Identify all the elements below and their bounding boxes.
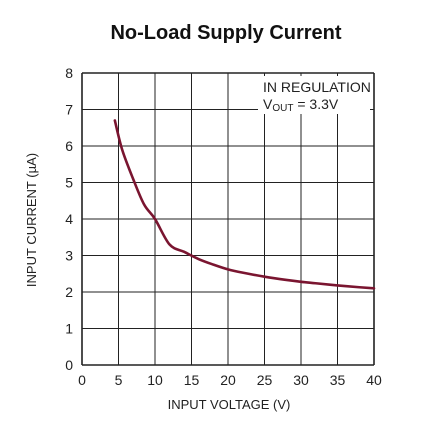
x-tick-label: 30: [293, 372, 309, 388]
annotation-subscript: OUT: [272, 103, 293, 114]
x-tick-label: 15: [184, 372, 200, 388]
y-tick-label: 7: [65, 102, 73, 118]
series-line: [113, 119, 376, 290]
x-tick-labels: 0 5 10 15 20 25 30 35 40: [78, 372, 382, 388]
y-tick-label: 3: [65, 248, 73, 264]
y-tick-label: 6: [65, 138, 73, 154]
x-tick-label: 0: [78, 372, 86, 388]
annotation-v: V: [263, 96, 273, 112]
x-tick-label: 5: [115, 372, 123, 388]
x-tick-label: 20: [220, 372, 236, 388]
chart-title: No-Load Supply Current: [110, 22, 341, 44]
y-tick-label: 2: [65, 284, 73, 300]
x-tick-label: 40: [366, 372, 382, 388]
grid: [81, 72, 375, 366]
x-axis-label: INPUT VOLTAGE (V): [168, 397, 291, 412]
x-tick-label: 25: [257, 372, 273, 388]
y-tick-label: 5: [65, 175, 73, 191]
y-tick-label: 0: [65, 357, 73, 373]
y-tick-label: 4: [65, 211, 73, 227]
y-axis-label: INPUT CURRENT (µA): [24, 153, 39, 287]
y-tick-labels: 0 1 2 3 4 5 6 7 8: [65, 65, 73, 373]
annotation-line-1: IN REGULATION: [263, 79, 371, 95]
annotation-line-2: VOUT = 3.3V: [263, 96, 339, 114]
annotation-value: = 3.3V: [293, 96, 338, 112]
y-tick-label: 1: [65, 321, 73, 337]
x-tick-label: 35: [330, 372, 346, 388]
y-tick-label: 8: [65, 65, 73, 81]
annotation-background: [258, 76, 370, 114]
x-tick-label: 10: [147, 372, 163, 388]
